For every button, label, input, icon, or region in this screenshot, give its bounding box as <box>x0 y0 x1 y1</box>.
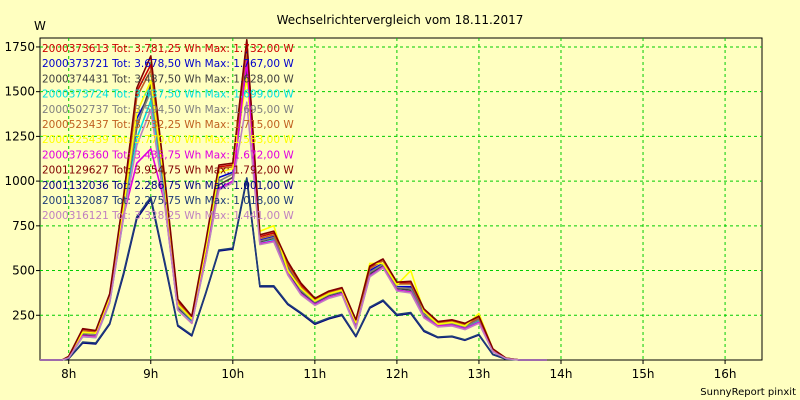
series-line-9 <box>40 38 547 361</box>
y-tick-label: 250 <box>12 308 35 322</box>
series-line-7 <box>40 76 547 361</box>
x-tick-label: 13h <box>468 367 491 381</box>
legend-entry: 2000525439 Tot: 3.770,00 Wh Max: 1.583,0… <box>42 134 294 146</box>
legend-entry: 2000374431 Tot: 3.487,50 Wh Max: 1.628,0… <box>42 73 294 85</box>
legend: 2000373613 Tot: 3.781,25 Wh Max: 1.732,0… <box>42 43 294 222</box>
x-tick-label: 9h <box>143 367 158 381</box>
x-tick-label: 16h <box>714 367 737 381</box>
y-tick-label: 1750 <box>4 40 35 54</box>
x-tick-label: 11h <box>303 367 326 381</box>
legend-entry: 2000316121 Tot: 3.328,25 Wh Max: 1.441,0… <box>42 210 294 222</box>
legend-entry: 2000376360 Tot: 3.435,75 Wh Max: 1.672,0… <box>42 149 294 161</box>
y-tick-label: 500 <box>12 264 35 278</box>
y-tick-label: 1500 <box>4 85 35 99</box>
y-tick-label: 1250 <box>4 129 35 143</box>
x-tick-label: 12h <box>385 367 408 381</box>
legend-entry: 2000502737 Tot: 3.594,50 Wh Max: 1.695,0… <box>42 104 294 116</box>
legend-entry: 2001129627 Tot: 3.954,75 Wh Max: 1.792,0… <box>42 165 294 177</box>
series-line-12 <box>40 101 547 361</box>
chart-title: Wechselrichtervergleich vom 18.11.2017 <box>277 13 524 27</box>
x-tick-label: 15h <box>632 367 655 381</box>
y-tick-label: 1000 <box>4 174 35 188</box>
series-line-11 <box>40 177 547 361</box>
x-axis-ticks: 8h 9h 10h 11h 12h 13h 14h 15h 16h <box>61 360 737 381</box>
x-tick-label: 14h <box>550 367 573 381</box>
y-axis-unit-label: W <box>34 19 46 33</box>
legend-entry: 2000373721 Tot: 3.678,50 Wh Max: 1.767,0… <box>42 58 294 70</box>
footer-credit: SunnyReport pinxit <box>700 387 796 398</box>
legend-entry: 2001132036 Tot: 2.286,75 Wh Max: 1.001,0… <box>42 180 294 192</box>
x-tick-label: 10h <box>221 367 244 381</box>
x-tick-label: 8h <box>61 367 76 381</box>
legend-entry: 2001132087 Tot: 2.275,75 Wh Max: 1.018,0… <box>42 195 294 207</box>
legend-entry: 2000523437 Tot: 3.732,25 Wh Max: 1.715,0… <box>42 119 294 131</box>
y-axis-ticks: 250 500 750 1000 1250 1500 1750 <box>4 40 40 322</box>
y-tick-label: 750 <box>12 219 35 233</box>
legend-entry: 2000373613 Tot: 3.781,25 Wh Max: 1.732,0… <box>42 43 294 55</box>
legend-entry: 2000373724 Tot: 3.437,50 Wh Max: 1.699,0… <box>42 89 294 101</box>
series-lines <box>40 38 547 361</box>
